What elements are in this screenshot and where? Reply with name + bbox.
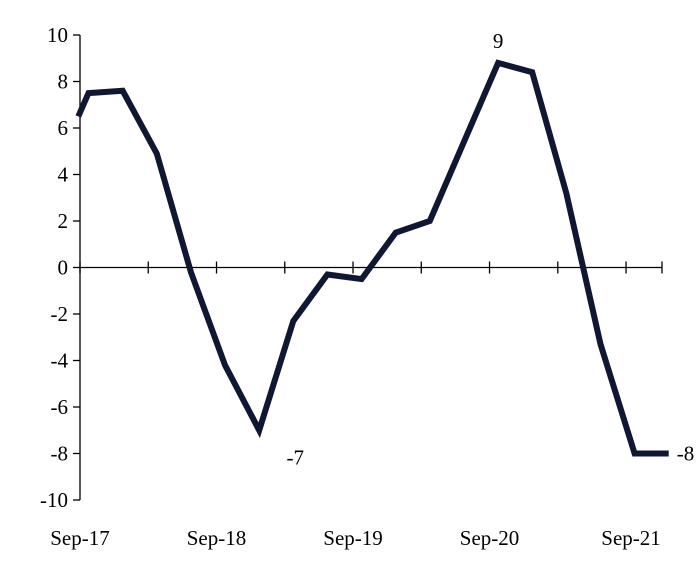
- y-tick-label: -4: [51, 349, 69, 373]
- y-tick-label: 8: [58, 70, 69, 94]
- data-label: -7: [287, 445, 305, 469]
- y-tick-label: 0: [58, 256, 69, 280]
- y-tick-label: -2: [51, 302, 69, 326]
- y-axis: 10 8 6 4 2 0 -2 -4 -6 -8 -10: [40, 23, 81, 512]
- y-tick-label: 6: [58, 116, 69, 140]
- y-tick-label: -10: [40, 488, 68, 512]
- x-tick-label: Sep-18: [187, 526, 247, 550]
- x-tick-label: Sep-20: [460, 526, 520, 550]
- x-tick-label: Sep-21: [601, 526, 661, 550]
- x-tick-label: Sep-17: [50, 526, 110, 550]
- y-tick-label: 4: [58, 163, 69, 187]
- x-axis: Sep-17 Sep-18 Sep-19 Sep-20 Sep-21: [50, 261, 663, 550]
- data-label: -8: [677, 442, 695, 466]
- x-tick-label: Sep-19: [323, 526, 383, 550]
- y-tick-label: 10: [47, 23, 68, 47]
- y-tick-label: -8: [51, 442, 69, 466]
- y-tick-label: 2: [58, 209, 69, 233]
- y-tick-label: -6: [51, 395, 69, 419]
- series-layer: [75, 59, 669, 457]
- annotations-layer: 9 -7 -8: [287, 29, 695, 469]
- series-line-0: [75, 59, 669, 457]
- data-label: 9: [493, 29, 504, 53]
